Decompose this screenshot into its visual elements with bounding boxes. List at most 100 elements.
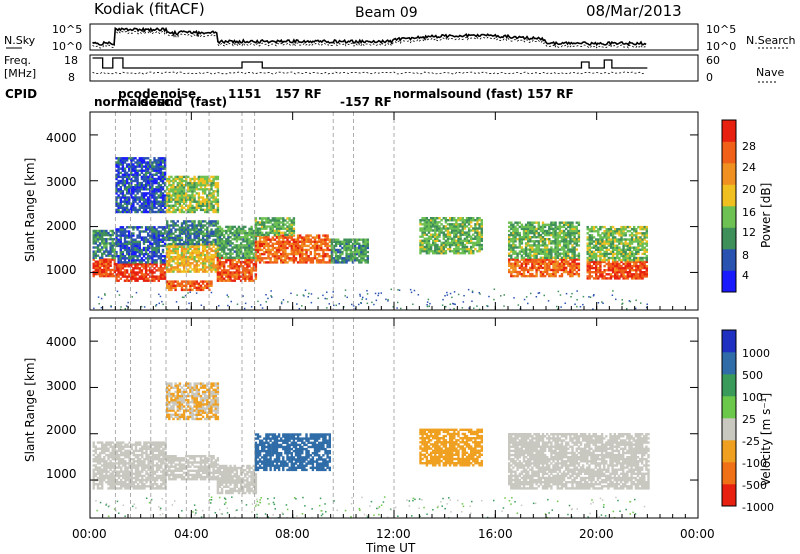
heatmap-cell bbox=[235, 269, 239, 272]
heatmap-cell bbox=[225, 231, 228, 235]
heatmap-cell bbox=[163, 175, 167, 179]
heatmap-cell bbox=[457, 237, 460, 240]
heatmap-cell bbox=[121, 267, 125, 270]
heatmap-cell bbox=[210, 188, 213, 191]
heatmap-cell bbox=[172, 258, 175, 261]
heatmap-cell bbox=[453, 217, 456, 220]
heatmap-cell bbox=[461, 225, 464, 228]
heatmap-cell bbox=[645, 266, 648, 270]
heatmap-cell bbox=[446, 247, 450, 251]
heatmap-cell bbox=[149, 194, 152, 197]
heatmap-cell bbox=[641, 266, 644, 270]
heatmap-cell bbox=[161, 208, 165, 212]
heatmap-cell bbox=[622, 232, 625, 235]
heatmap-cell bbox=[446, 223, 450, 226]
heatmap-cell bbox=[119, 257, 122, 260]
heatmap-cell bbox=[223, 250, 226, 253]
heatmap-cell bbox=[322, 242, 325, 245]
heatmap-cell bbox=[149, 190, 152, 193]
heatmap-cell bbox=[442, 250, 445, 253]
heatmap-cell bbox=[628, 252, 632, 256]
heatmap-cell bbox=[628, 248, 632, 251]
heatmap-cell bbox=[193, 208, 196, 212]
heatmap-cell bbox=[113, 266, 116, 270]
heatmap-cell bbox=[212, 262, 215, 265]
heatmap-cell bbox=[149, 171, 152, 174]
heatmap-cell bbox=[128, 167, 131, 170]
heatmap-cell bbox=[303, 252, 306, 256]
heatmap-cell bbox=[514, 256, 517, 259]
heatmap-cell bbox=[480, 223, 483, 226]
heatmap-cell bbox=[442, 217, 445, 220]
heatmap-cell bbox=[119, 252, 122, 256]
heatmap-cell bbox=[166, 194, 169, 197]
heatmap-cell bbox=[618, 238, 621, 241]
heatmap-cell bbox=[157, 275, 160, 278]
heatmap-cell bbox=[562, 246, 566, 249]
heatmap-cell bbox=[125, 271, 129, 274]
heatmap-cell bbox=[151, 244, 154, 248]
heatmap-cell bbox=[362, 240, 365, 243]
heatmap-cell bbox=[299, 236, 302, 239]
heatmap-cell bbox=[92, 252, 95, 255]
station-title: Kodiak (fitACF) bbox=[94, 0, 205, 18]
heatmap-cell bbox=[248, 265, 251, 268]
heatmap-cell bbox=[343, 248, 346, 252]
heatmap-cell bbox=[565, 266, 568, 270]
heatmap-cell bbox=[635, 230, 638, 233]
heatmap-cell bbox=[280, 221, 283, 224]
heatmap-cell bbox=[191, 242, 194, 246]
heatmap-cell bbox=[436, 239, 439, 242]
heatmap-cell bbox=[147, 240, 150, 243]
heatmap-cell bbox=[244, 279, 247, 282]
heatmap-cell bbox=[554, 250, 557, 253]
heatmap-cell bbox=[527, 244, 530, 247]
heatmap-cell bbox=[548, 258, 551, 261]
heatmap-cell bbox=[138, 269, 141, 272]
heatmap-cell bbox=[107, 233, 110, 237]
heatmap-cell bbox=[176, 245, 179, 248]
heatmap-cell bbox=[214, 190, 217, 193]
heatmap-cell bbox=[121, 234, 125, 237]
heatmap-cell bbox=[296, 248, 300, 252]
heatmap-cell bbox=[103, 270, 106, 274]
heatmap-cell bbox=[364, 259, 367, 262]
heatmap-cell bbox=[119, 242, 122, 245]
heatmap-cell bbox=[142, 210, 146, 214]
heatmap-cell bbox=[229, 279, 232, 282]
heatmap-cell bbox=[115, 163, 118, 166]
heatmap-cell bbox=[170, 194, 173, 197]
heatmap-cell bbox=[206, 184, 209, 187]
heatmap-cell bbox=[516, 238, 519, 241]
heatmap-cell bbox=[128, 246, 131, 250]
heatmap-cell bbox=[448, 223, 452, 226]
heatmap-cell bbox=[590, 266, 594, 270]
heatmap-cell bbox=[134, 252, 137, 256]
heatmap-cell bbox=[187, 228, 190, 231]
heatmap-cell bbox=[130, 250, 133, 254]
heatmap-cell bbox=[142, 186, 146, 189]
heatmap-cell bbox=[128, 259, 131, 262]
heatmap-cell bbox=[174, 179, 177, 183]
heatmap-cell bbox=[166, 192, 169, 195]
heatmap-cell bbox=[603, 260, 606, 264]
heatmap-cell bbox=[136, 246, 139, 250]
heatmap-cell bbox=[144, 198, 148, 201]
heatmap-cell bbox=[189, 204, 192, 207]
heatmap-cell bbox=[280, 217, 283, 220]
heatmap-cell bbox=[149, 161, 152, 164]
heatmap-cell bbox=[630, 275, 634, 278]
heatmap-cell bbox=[590, 256, 594, 260]
heatmap-cell bbox=[518, 270, 521, 274]
heatmap-cell bbox=[233, 238, 236, 241]
heatmap-cell bbox=[575, 231, 578, 235]
heatmap-cell bbox=[242, 265, 245, 268]
heatmap-cell bbox=[537, 260, 540, 263]
heatmap-cell bbox=[105, 242, 108, 245]
heatmap-cell bbox=[546, 262, 549, 265]
heatmap-cell bbox=[187, 175, 190, 179]
heatmap-cell bbox=[151, 236, 154, 239]
heatmap-cell bbox=[123, 230, 127, 233]
heatmap-cell bbox=[189, 224, 192, 227]
heatmap-cell bbox=[512, 229, 515, 233]
